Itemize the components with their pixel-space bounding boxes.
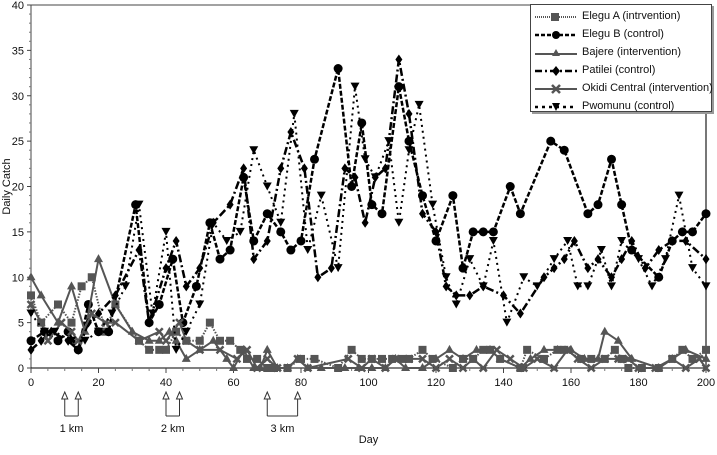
legend-label: Elegu B (control) bbox=[582, 28, 664, 40]
legend-item-patilei: Patilei (control) bbox=[531, 62, 711, 80]
x-tick-label: 200 bbox=[697, 377, 715, 389]
y-tick-label: 10 bbox=[12, 272, 24, 284]
legend-item-elegu-b: Elegu B (control) bbox=[531, 26, 711, 44]
legend-item-pwomunu: Pwomunu (control) bbox=[531, 98, 711, 116]
x-tick-label: 40 bbox=[160, 377, 172, 389]
legend: Elegu A (intrvention) Elegu B (control) … bbox=[530, 4, 713, 112]
legend-item-bajere: Bajere (intervention) bbox=[531, 44, 711, 62]
distance-label: 1 km bbox=[60, 423, 84, 435]
up-arrow-icon bbox=[293, 390, 302, 400]
legend-label: Pwomunu (control) bbox=[582, 100, 675, 112]
y-axis-title: Daily Catch bbox=[1, 158, 13, 214]
y-tick-label: 20 bbox=[12, 182, 24, 194]
dashed-circle-line-icon bbox=[535, 31, 577, 39]
dotted-square-line-icon bbox=[535, 13, 577, 21]
legend-item-okidi-central: Okidi Central (intervention) bbox=[531, 80, 713, 98]
y-tick-label: 15 bbox=[12, 227, 24, 239]
up-arrow-icon bbox=[60, 390, 69, 400]
x-tick-label: 20 bbox=[92, 377, 104, 389]
x-tick-label: 140 bbox=[494, 377, 512, 389]
series-4 bbox=[26, 300, 711, 373]
y-tick-label: 35 bbox=[12, 45, 24, 57]
dashdot-diamond-line-icon bbox=[535, 66, 577, 76]
up-arrow-icon bbox=[162, 390, 170, 400]
y-tick-label: 30 bbox=[12, 91, 24, 103]
series-5 bbox=[26, 82, 711, 354]
up-arrow-icon bbox=[74, 390, 83, 400]
distance-annotations: 1 km 2 km 3 km bbox=[60, 390, 302, 435]
legend-item-elegu-a: Elegu A (intrvention) bbox=[531, 8, 711, 26]
series-1 bbox=[26, 64, 711, 355]
distance-label: 3 km bbox=[271, 423, 295, 435]
legend-label: Elegu A (intrvention) bbox=[582, 10, 681, 22]
x-tick-label: 100 bbox=[359, 377, 377, 389]
solid-x-line-icon bbox=[535, 84, 577, 94]
distance-label: 2 km bbox=[161, 423, 185, 435]
x-tick-label: 180 bbox=[629, 377, 647, 389]
x-tick-label: 120 bbox=[427, 377, 445, 389]
y-tick-label: 0 bbox=[18, 363, 24, 375]
x-tick-label: 0 bbox=[28, 377, 34, 389]
y-tick-label: 5 bbox=[18, 318, 24, 330]
x-tick-label: 60 bbox=[227, 377, 239, 389]
x-tick-label: 160 bbox=[562, 377, 580, 389]
x-axis-title: Day bbox=[359, 434, 379, 446]
up-arrow-icon bbox=[263, 390, 272, 400]
up-arrow-icon bbox=[175, 390, 184, 400]
dotted-triangle-down-line-icon bbox=[535, 103, 577, 111]
x-tick-label: 80 bbox=[295, 377, 307, 389]
y-tick-label: 40 bbox=[12, 0, 24, 12]
legend-label: Bajere (intervention) bbox=[582, 46, 682, 58]
solid-triangle-line-icon bbox=[535, 49, 577, 56]
legend-label: Patilei (control) bbox=[582, 64, 656, 76]
y-tick-label: 25 bbox=[12, 136, 24, 148]
legend-label: Okidi Central (intervention) bbox=[582, 82, 713, 94]
